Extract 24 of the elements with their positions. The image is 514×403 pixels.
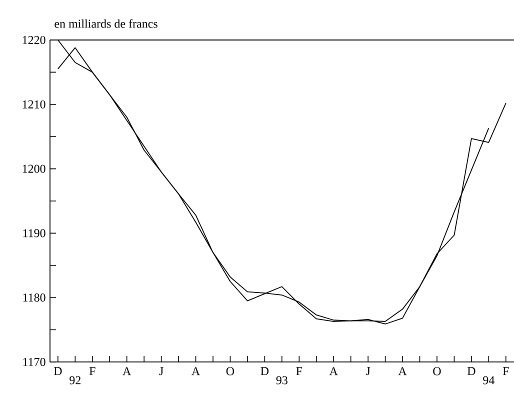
y-tick-label: 1200 xyxy=(22,164,46,173)
x-tick-label: J xyxy=(159,367,164,376)
x-tick-label: D xyxy=(260,367,269,376)
x-tick-label: D xyxy=(467,367,476,376)
x-tick-label: A xyxy=(122,367,132,376)
x-tick-label: 94 xyxy=(483,376,494,384)
x-tick-label: F xyxy=(89,367,96,376)
x-tick-label: F xyxy=(296,367,302,376)
y-tick-label: 1190 xyxy=(23,229,46,238)
y-tick-label: 1220 xyxy=(22,36,46,44)
x-tick-label: 93 xyxy=(276,376,288,384)
x-tick-label: A xyxy=(398,367,407,376)
x-tick-label: D xyxy=(54,367,62,376)
x-tick-label: 92 xyxy=(70,376,80,384)
chart-title: en milliards de francs xyxy=(54,19,158,28)
y-tick-label: 1210 xyxy=(22,100,46,108)
x-tick-label: A xyxy=(192,367,200,376)
x-tick-label: O xyxy=(226,367,234,376)
x-tick-label: A xyxy=(329,367,338,376)
x-tick-label: O xyxy=(433,367,441,376)
x-tick-label: J xyxy=(366,367,370,376)
x-tick-label: F xyxy=(502,367,509,376)
y-tick-label: 1170 xyxy=(23,358,46,366)
y-tick-label: 1180 xyxy=(23,294,46,302)
